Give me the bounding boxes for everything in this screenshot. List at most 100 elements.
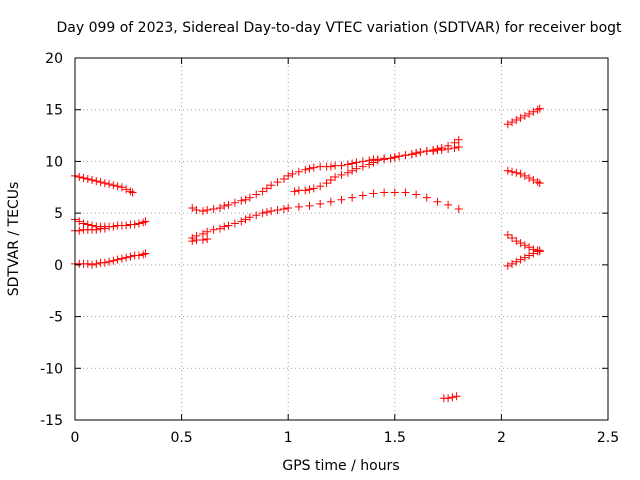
- data-point: [305, 185, 314, 194]
- data-point: [139, 218, 148, 227]
- data-point: [369, 158, 378, 167]
- data-point: [301, 186, 310, 195]
- data-point: [535, 104, 544, 113]
- data-point: [100, 179, 109, 188]
- data-point: [352, 164, 361, 173]
- data-point: [230, 219, 239, 228]
- data-point: [224, 200, 233, 209]
- y-tick-label: 0: [54, 258, 63, 274]
- data-point: [508, 118, 517, 127]
- data-point: [75, 217, 84, 226]
- data-point: [529, 176, 538, 185]
- data-point: [309, 163, 318, 172]
- data-point: [215, 224, 224, 233]
- data-point: [433, 197, 442, 206]
- data-point: [508, 259, 517, 268]
- data-point: [290, 187, 299, 196]
- data-point: [92, 225, 101, 234]
- data-point: [454, 205, 463, 214]
- y-tick-label: -5: [49, 310, 63, 326]
- data-point: [88, 176, 97, 185]
- data-point: [326, 197, 335, 206]
- x-tick-label: 1: [284, 430, 293, 446]
- data-point: [109, 181, 118, 190]
- data-point: [390, 153, 399, 162]
- data-point: [139, 250, 148, 259]
- data-point: [512, 237, 521, 246]
- data-point: [279, 175, 288, 184]
- data-point: [203, 206, 212, 215]
- data-point: [380, 188, 389, 197]
- data-point: [365, 160, 374, 169]
- data-point: [258, 209, 267, 218]
- data-point: [503, 261, 512, 270]
- data-point: [422, 193, 431, 202]
- data-point: [134, 251, 143, 260]
- x-tick-label: 2.5: [597, 430, 619, 446]
- data-point: [322, 179, 331, 188]
- data-point: [284, 171, 293, 180]
- data-point: [241, 195, 250, 204]
- data-point: [337, 161, 346, 170]
- data-point: [520, 241, 529, 250]
- data-point: [198, 236, 207, 245]
- data-point: [535, 246, 544, 255]
- data-point: [100, 258, 109, 267]
- data-point: [188, 237, 197, 246]
- data-point: [262, 184, 271, 193]
- data-point: [100, 224, 109, 233]
- data-point: [79, 173, 88, 182]
- data-point: [503, 120, 512, 129]
- data-point: [262, 208, 271, 217]
- data-point: [358, 191, 367, 200]
- y-tick-label: 15: [45, 103, 63, 119]
- data-point: [122, 221, 131, 230]
- data-point: [220, 222, 229, 231]
- data-point: [267, 181, 276, 190]
- series-track-4: [71, 249, 150, 269]
- x-tick-label: 0: [71, 430, 80, 446]
- data-point: [301, 165, 310, 174]
- data-point: [126, 187, 135, 196]
- x-tick-labels: 0 0.5 1 1.5 2 2.5: [71, 430, 620, 446]
- data-point: [258, 187, 267, 196]
- data-point: [416, 148, 425, 157]
- data-point: [88, 260, 97, 269]
- y-tick-label: -10: [40, 361, 63, 377]
- data-point: [96, 178, 105, 187]
- data-point: [128, 188, 137, 197]
- data-point: [134, 219, 143, 228]
- data-point: [192, 206, 201, 215]
- data-point: [508, 167, 517, 176]
- data-point: [407, 150, 416, 159]
- data-point: [220, 201, 229, 210]
- data-point: [529, 107, 538, 116]
- data-point: [316, 199, 325, 208]
- data-point: [535, 179, 544, 188]
- data-point: [209, 205, 218, 214]
- data-point: [422, 147, 431, 156]
- data-point: [380, 155, 389, 164]
- data-point: [429, 146, 438, 155]
- data-point: [122, 185, 131, 194]
- data-point: [343, 160, 352, 169]
- data-point: [117, 183, 126, 192]
- data-point: [109, 256, 118, 265]
- data-point: [141, 217, 150, 226]
- data-point: [525, 109, 534, 118]
- data-point: [337, 195, 346, 204]
- series-track-9: [439, 392, 461, 403]
- data-point: [448, 393, 457, 402]
- data-point: [533, 178, 542, 187]
- data-point: [503, 166, 512, 175]
- data-point: [267, 207, 276, 216]
- data-point: [520, 253, 529, 262]
- series-track-1: [71, 171, 137, 197]
- data-point: [525, 243, 534, 252]
- data-point: [386, 154, 395, 163]
- data-point: [508, 233, 517, 242]
- data-point: [75, 172, 84, 181]
- data-point: [348, 159, 357, 168]
- data-point: [241, 215, 250, 224]
